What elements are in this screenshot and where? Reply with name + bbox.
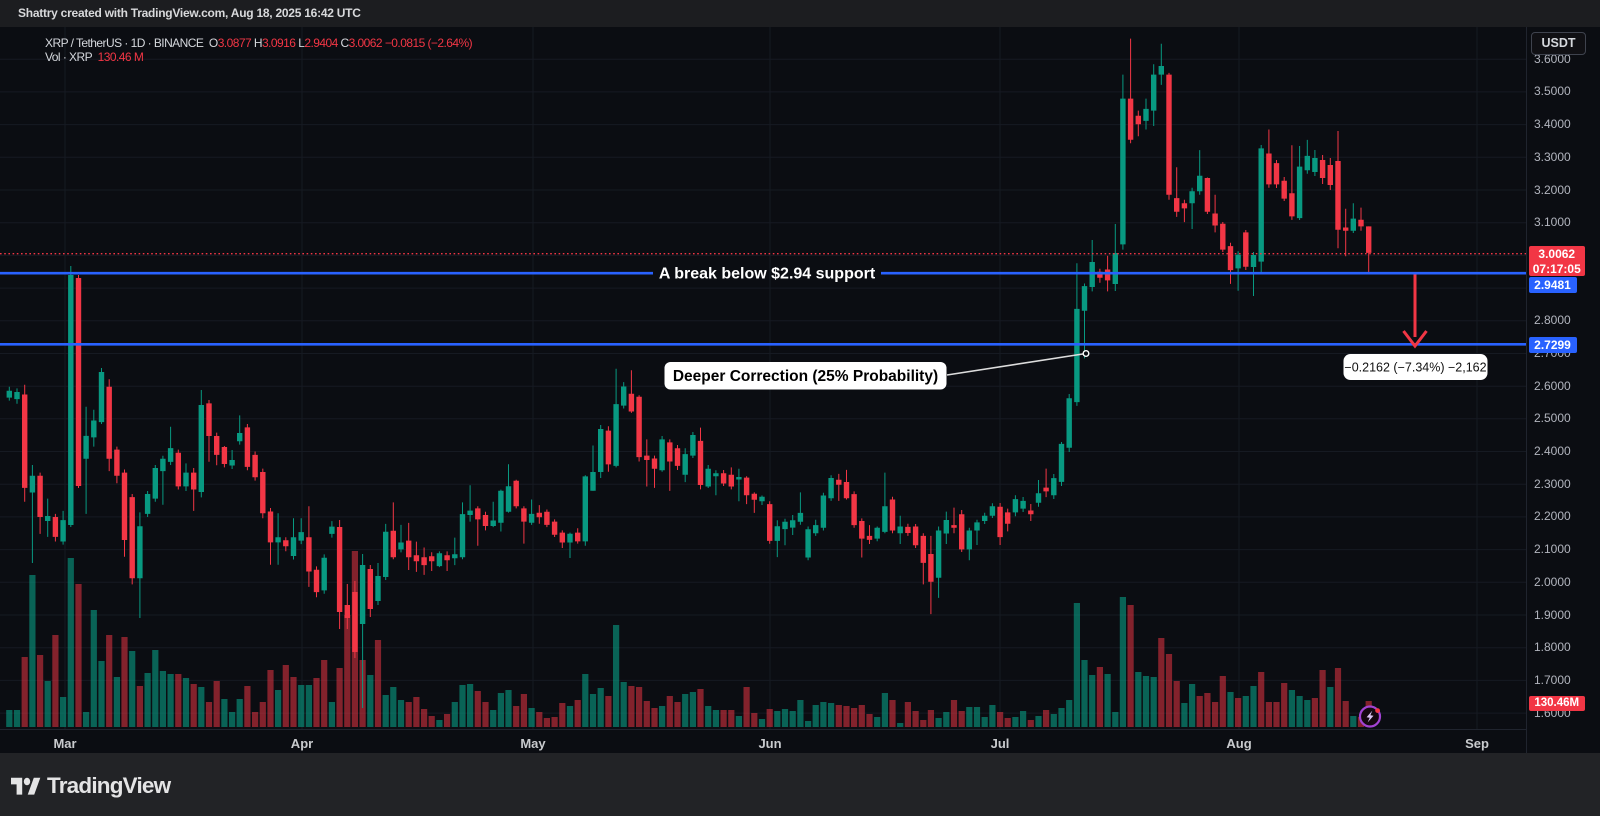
svg-text:Deeper Correction (25% Probabi: Deeper Correction (25% Probability)	[673, 368, 938, 385]
svg-text:−0.2162 (−7.34%) −2,162: −0.2162 (−7.34%) −2,162	[1344, 361, 1486, 375]
svg-text:A break below $2.94 support: A break below $2.94 support	[659, 266, 876, 283]
